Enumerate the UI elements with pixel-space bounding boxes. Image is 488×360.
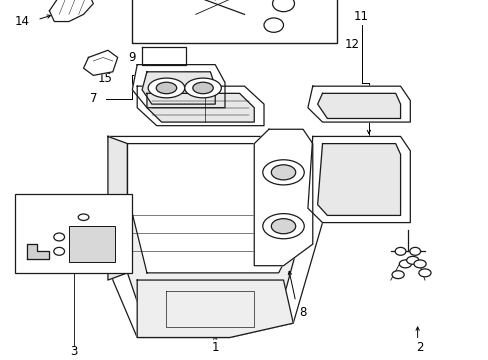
- Polygon shape: [83, 50, 118, 75]
- Polygon shape: [137, 86, 264, 126]
- Text: 14: 14: [15, 15, 30, 28]
- Ellipse shape: [78, 214, 89, 220]
- Text: 1: 1: [211, 341, 219, 354]
- Text: 2: 2: [415, 341, 423, 354]
- Ellipse shape: [409, 247, 420, 255]
- Bar: [132, 0, 336, 43]
- Ellipse shape: [418, 269, 430, 277]
- Polygon shape: [142, 47, 185, 65]
- Text: 15: 15: [98, 72, 113, 85]
- Text: 7: 7: [89, 92, 97, 105]
- Text: 8: 8: [299, 306, 306, 319]
- Text: 5: 5: [31, 239, 38, 249]
- Polygon shape: [142, 72, 215, 104]
- Polygon shape: [49, 0, 93, 22]
- Text: 6: 6: [46, 212, 53, 222]
- Ellipse shape: [399, 260, 411, 268]
- Ellipse shape: [413, 260, 426, 268]
- Polygon shape: [127, 144, 303, 273]
- Text: 11: 11: [353, 10, 368, 23]
- Ellipse shape: [272, 0, 294, 12]
- Text: 9: 9: [128, 51, 136, 64]
- Ellipse shape: [264, 18, 283, 32]
- Polygon shape: [254, 129, 312, 266]
- Polygon shape: [132, 65, 224, 108]
- Ellipse shape: [271, 165, 295, 180]
- Ellipse shape: [262, 213, 304, 239]
- Polygon shape: [317, 144, 400, 215]
- Polygon shape: [108, 136, 127, 280]
- Ellipse shape: [184, 78, 221, 98]
- Bar: [15, 194, 132, 273]
- Polygon shape: [108, 136, 322, 338]
- Polygon shape: [137, 280, 293, 338]
- Bar: [69, 226, 115, 262]
- Polygon shape: [307, 86, 409, 122]
- Ellipse shape: [156, 82, 176, 94]
- Polygon shape: [127, 144, 303, 330]
- Text: 12: 12: [344, 39, 359, 51]
- Text: 10: 10: [154, 65, 169, 78]
- Ellipse shape: [54, 233, 64, 241]
- Text: 3: 3: [70, 345, 77, 358]
- Ellipse shape: [262, 160, 304, 185]
- Ellipse shape: [192, 82, 213, 94]
- Polygon shape: [317, 93, 400, 118]
- Ellipse shape: [148, 78, 184, 98]
- Text: 4: 4: [21, 259, 28, 269]
- Text: 13: 13: [283, 17, 298, 30]
- Polygon shape: [307, 136, 409, 222]
- Polygon shape: [27, 244, 49, 258]
- Ellipse shape: [271, 219, 295, 234]
- Ellipse shape: [406, 256, 418, 264]
- Polygon shape: [147, 93, 254, 122]
- Ellipse shape: [54, 247, 64, 255]
- Ellipse shape: [394, 247, 405, 255]
- Ellipse shape: [391, 271, 404, 279]
